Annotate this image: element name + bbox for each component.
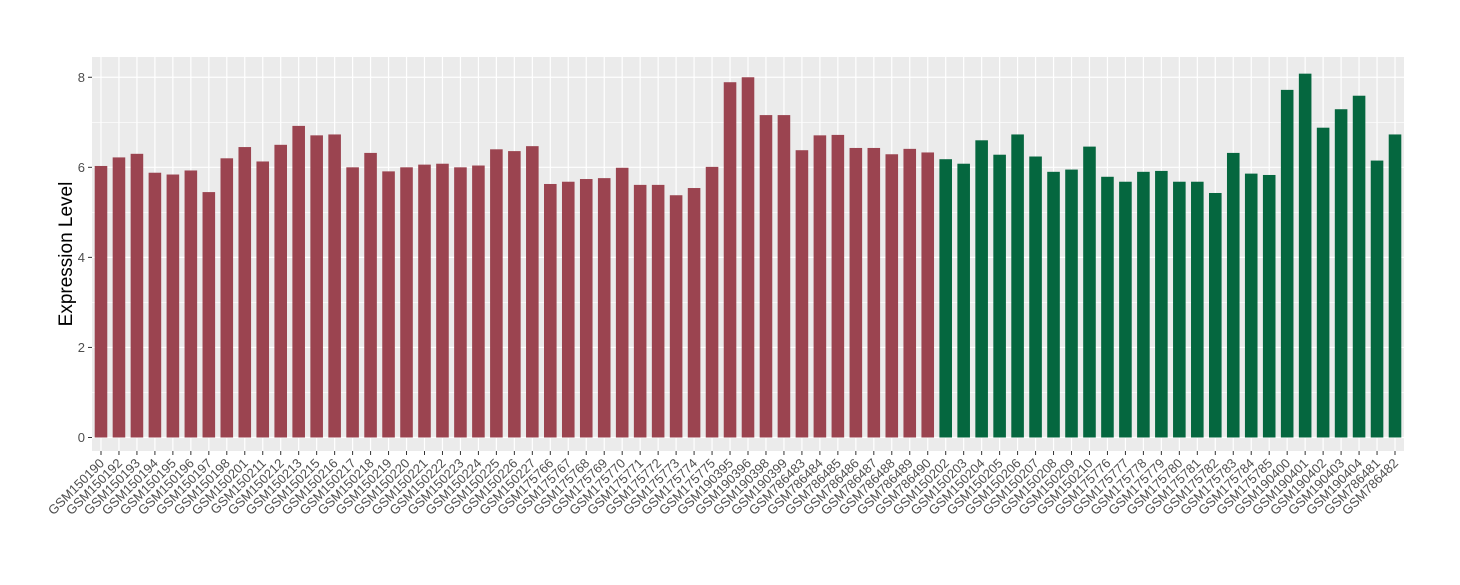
y-axis: 0 2 4 6 8 — [78, 70, 92, 445]
y-tick-label: 0 — [78, 430, 85, 445]
bar — [1029, 156, 1042, 438]
bar — [561, 181, 575, 438]
bar — [148, 172, 162, 438]
y-axis-label: Expression Level — [56, 182, 77, 327]
bar — [184, 170, 198, 438]
bar — [1370, 160, 1384, 438]
bar — [1352, 95, 1366, 438]
bar — [1191, 181, 1204, 438]
bar — [238, 147, 252, 438]
bar — [759, 115, 773, 438]
bar — [597, 178, 611, 438]
bar — [436, 163, 449, 438]
bar — [130, 153, 144, 438]
bar — [166, 174, 180, 438]
bar — [274, 144, 287, 438]
bar — [723, 82, 737, 438]
bar — [292, 125, 305, 438]
bar — [1316, 127, 1330, 438]
bar — [1262, 174, 1276, 438]
bar — [544, 183, 557, 438]
bars — [94, 73, 1402, 438]
bar — [472, 165, 485, 438]
bar — [651, 184, 665, 438]
bar — [346, 167, 359, 438]
bar — [1334, 109, 1348, 438]
bar — [615, 167, 629, 438]
bar — [795, 150, 809, 438]
bar — [1083, 146, 1096, 438]
x-axis: GSM150190GSM150192GSM150193GSM150194GSM1… — [45, 451, 1401, 518]
bar — [579, 179, 593, 438]
bar — [903, 148, 917, 438]
bar — [1119, 181, 1132, 438]
bar — [310, 135, 323, 438]
bar — [508, 151, 521, 438]
bar — [454, 167, 467, 438]
bar — [849, 147, 863, 438]
bar — [813, 135, 827, 438]
bar — [490, 149, 503, 438]
bar — [382, 171, 395, 438]
bar — [112, 157, 126, 438]
bar — [400, 167, 413, 438]
bar — [220, 158, 234, 438]
bar — [328, 134, 341, 438]
bar — [1388, 134, 1402, 438]
bar — [1244, 173, 1258, 438]
bar — [1047, 171, 1060, 438]
bar — [939, 159, 952, 438]
y-tick-label: 2 — [78, 340, 85, 355]
bar — [1155, 170, 1168, 438]
bar — [921, 152, 935, 438]
bar — [777, 115, 791, 438]
bar — [1209, 192, 1222, 438]
bar — [975, 140, 988, 438]
bar — [957, 163, 970, 438]
bar — [669, 195, 683, 438]
bar — [256, 161, 270, 438]
bar — [94, 165, 108, 438]
bar — [741, 77, 755, 438]
bar — [1137, 171, 1150, 438]
bar — [1280, 89, 1294, 438]
y-tick-label: 8 — [78, 70, 85, 85]
bar — [993, 154, 1006, 438]
bar — [1173, 181, 1186, 438]
y-tick-label: 6 — [78, 160, 85, 175]
bar — [1011, 134, 1024, 438]
bar — [202, 192, 216, 438]
bar — [526, 146, 539, 438]
bar — [633, 184, 647, 438]
bar — [831, 134, 845, 438]
y-tick-label: 4 — [78, 250, 85, 265]
bar — [705, 166, 719, 438]
bar — [1065, 169, 1078, 438]
bar — [867, 147, 881, 438]
bar — [364, 152, 377, 438]
bar — [1226, 152, 1240, 438]
bar — [1298, 73, 1312, 438]
bar — [418, 164, 431, 438]
bar — [1101, 176, 1114, 438]
bar — [687, 188, 701, 438]
bar — [885, 154, 899, 438]
